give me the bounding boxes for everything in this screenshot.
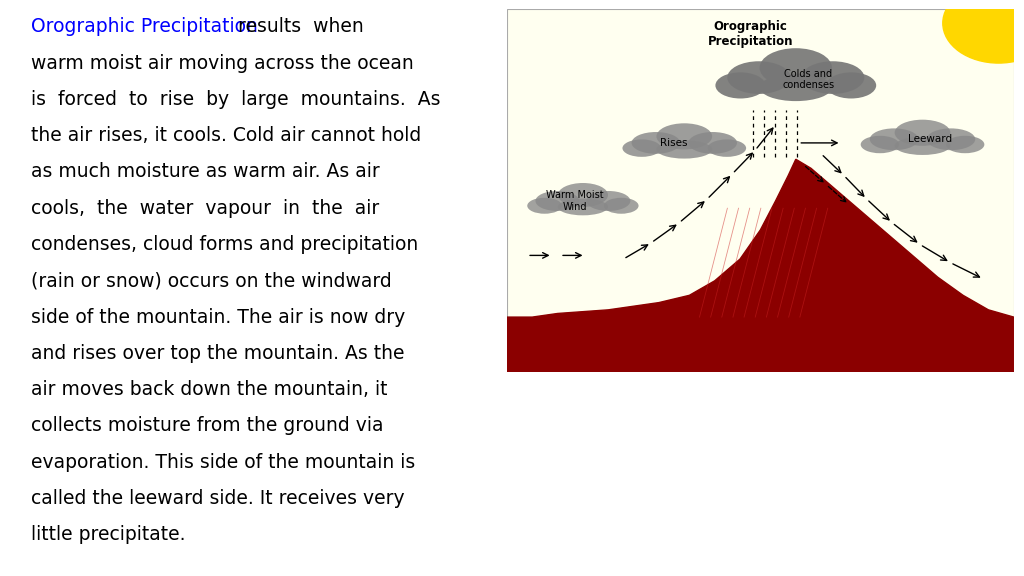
Ellipse shape [727,61,791,94]
Text: the air rises, it cools. Cold air cannot hold: the air rises, it cools. Cold air cannot… [31,126,421,145]
Circle shape [943,0,1024,63]
Ellipse shape [861,136,899,153]
Text: collects moisture from the ground via: collects moisture from the ground via [31,416,383,435]
Text: and rises over top the mountain. As the: and rises over top the mountain. As the [31,344,404,363]
Ellipse shape [869,128,919,150]
Text: cools,  the  water  vapour  in  the  air: cools, the water vapour in the air [31,199,379,218]
Bar [507,317,699,372]
Text: air moves back down the mountain, it: air moves back down the mountain, it [31,380,387,399]
Text: Colds and
condenses: Colds and condenses [782,69,835,90]
Ellipse shape [927,128,975,150]
Ellipse shape [536,191,580,211]
Text: Orographic Precipitation: Orographic Precipitation [31,17,258,36]
Text: Warm Moist
Wind: Warm Moist Wind [547,190,604,212]
Text: Leeward: Leeward [908,134,952,144]
Text: called the leeward side. It receives very: called the leeward side. It receives ver… [31,489,404,508]
Ellipse shape [558,199,608,215]
Text: as much moisture as warm air. As air: as much moisture as warm air. As air [31,162,380,181]
Polygon shape [507,159,1014,372]
Text: Orographic
Precipitation: Orographic Precipitation [708,20,793,48]
Text: (rain or snow) occurs on the windward: (rain or snow) occurs on the windward [31,271,391,290]
Ellipse shape [587,191,631,211]
Ellipse shape [688,132,737,154]
Ellipse shape [895,137,950,155]
Ellipse shape [946,136,984,153]
Text: evaporation. This side of the mountain is: evaporation. This side of the mountain i… [31,453,415,472]
Ellipse shape [656,123,712,149]
Text: results  when: results when [226,17,364,36]
Ellipse shape [708,139,746,157]
Text: is  forced  to  rise  by  large  mountains.  As: is forced to rise by large mountains. As [31,90,440,109]
Ellipse shape [623,139,660,157]
Ellipse shape [656,141,712,158]
Ellipse shape [826,73,877,98]
Ellipse shape [527,198,562,214]
Text: Rises: Rises [660,138,688,148]
Ellipse shape [760,74,833,101]
Ellipse shape [632,132,680,154]
Text: warm moist air moving across the ocean: warm moist air moving across the ocean [31,54,414,73]
Ellipse shape [604,198,639,214]
Ellipse shape [895,120,950,146]
Text: little precipitate.: little precipitate. [31,525,185,544]
Text: side of the mountain. The air is now dry: side of the mountain. The air is now dry [31,308,404,327]
Ellipse shape [760,48,833,88]
Ellipse shape [716,73,766,98]
Text: condenses, cloud forms and precipitation: condenses, cloud forms and precipitation [31,235,418,254]
Ellipse shape [558,183,608,207]
Ellipse shape [801,61,864,94]
